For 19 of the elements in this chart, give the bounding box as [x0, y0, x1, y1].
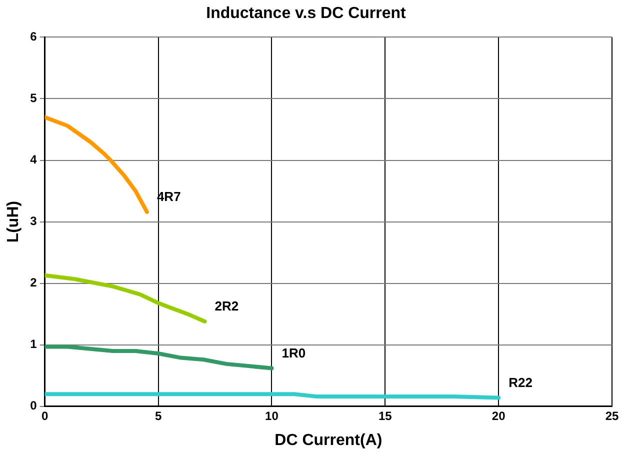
x-tick-label: 5: [154, 408, 162, 423]
x-axis-title: DC Current(A): [274, 432, 382, 449]
series-label: R22: [508, 374, 532, 390]
x-tick-label: 25: [605, 408, 619, 423]
x-tick-label: 10: [265, 408, 279, 423]
y-tick-label: 3: [30, 214, 38, 228]
x-tick-label: 20: [492, 408, 506, 423]
x-tick-label: 15: [378, 408, 392, 423]
y-tick-label: 6: [30, 30, 38, 44]
chart-title: Inductance v.s DC Current: [206, 5, 407, 22]
x-tick-label: 0: [42, 408, 49, 423]
y-tick-label: 2: [30, 276, 38, 290]
series-label: 2R2: [214, 298, 239, 314]
y-tick-label: 4: [30, 152, 38, 167]
y-tick-label: 5: [30, 91, 38, 106]
y-axis-title: L(uH): [5, 200, 22, 243]
y-tick-label: 1: [30, 337, 38, 352]
y-tick-label: 0: [30, 398, 38, 413]
series-label: 1R0: [282, 345, 306, 360]
